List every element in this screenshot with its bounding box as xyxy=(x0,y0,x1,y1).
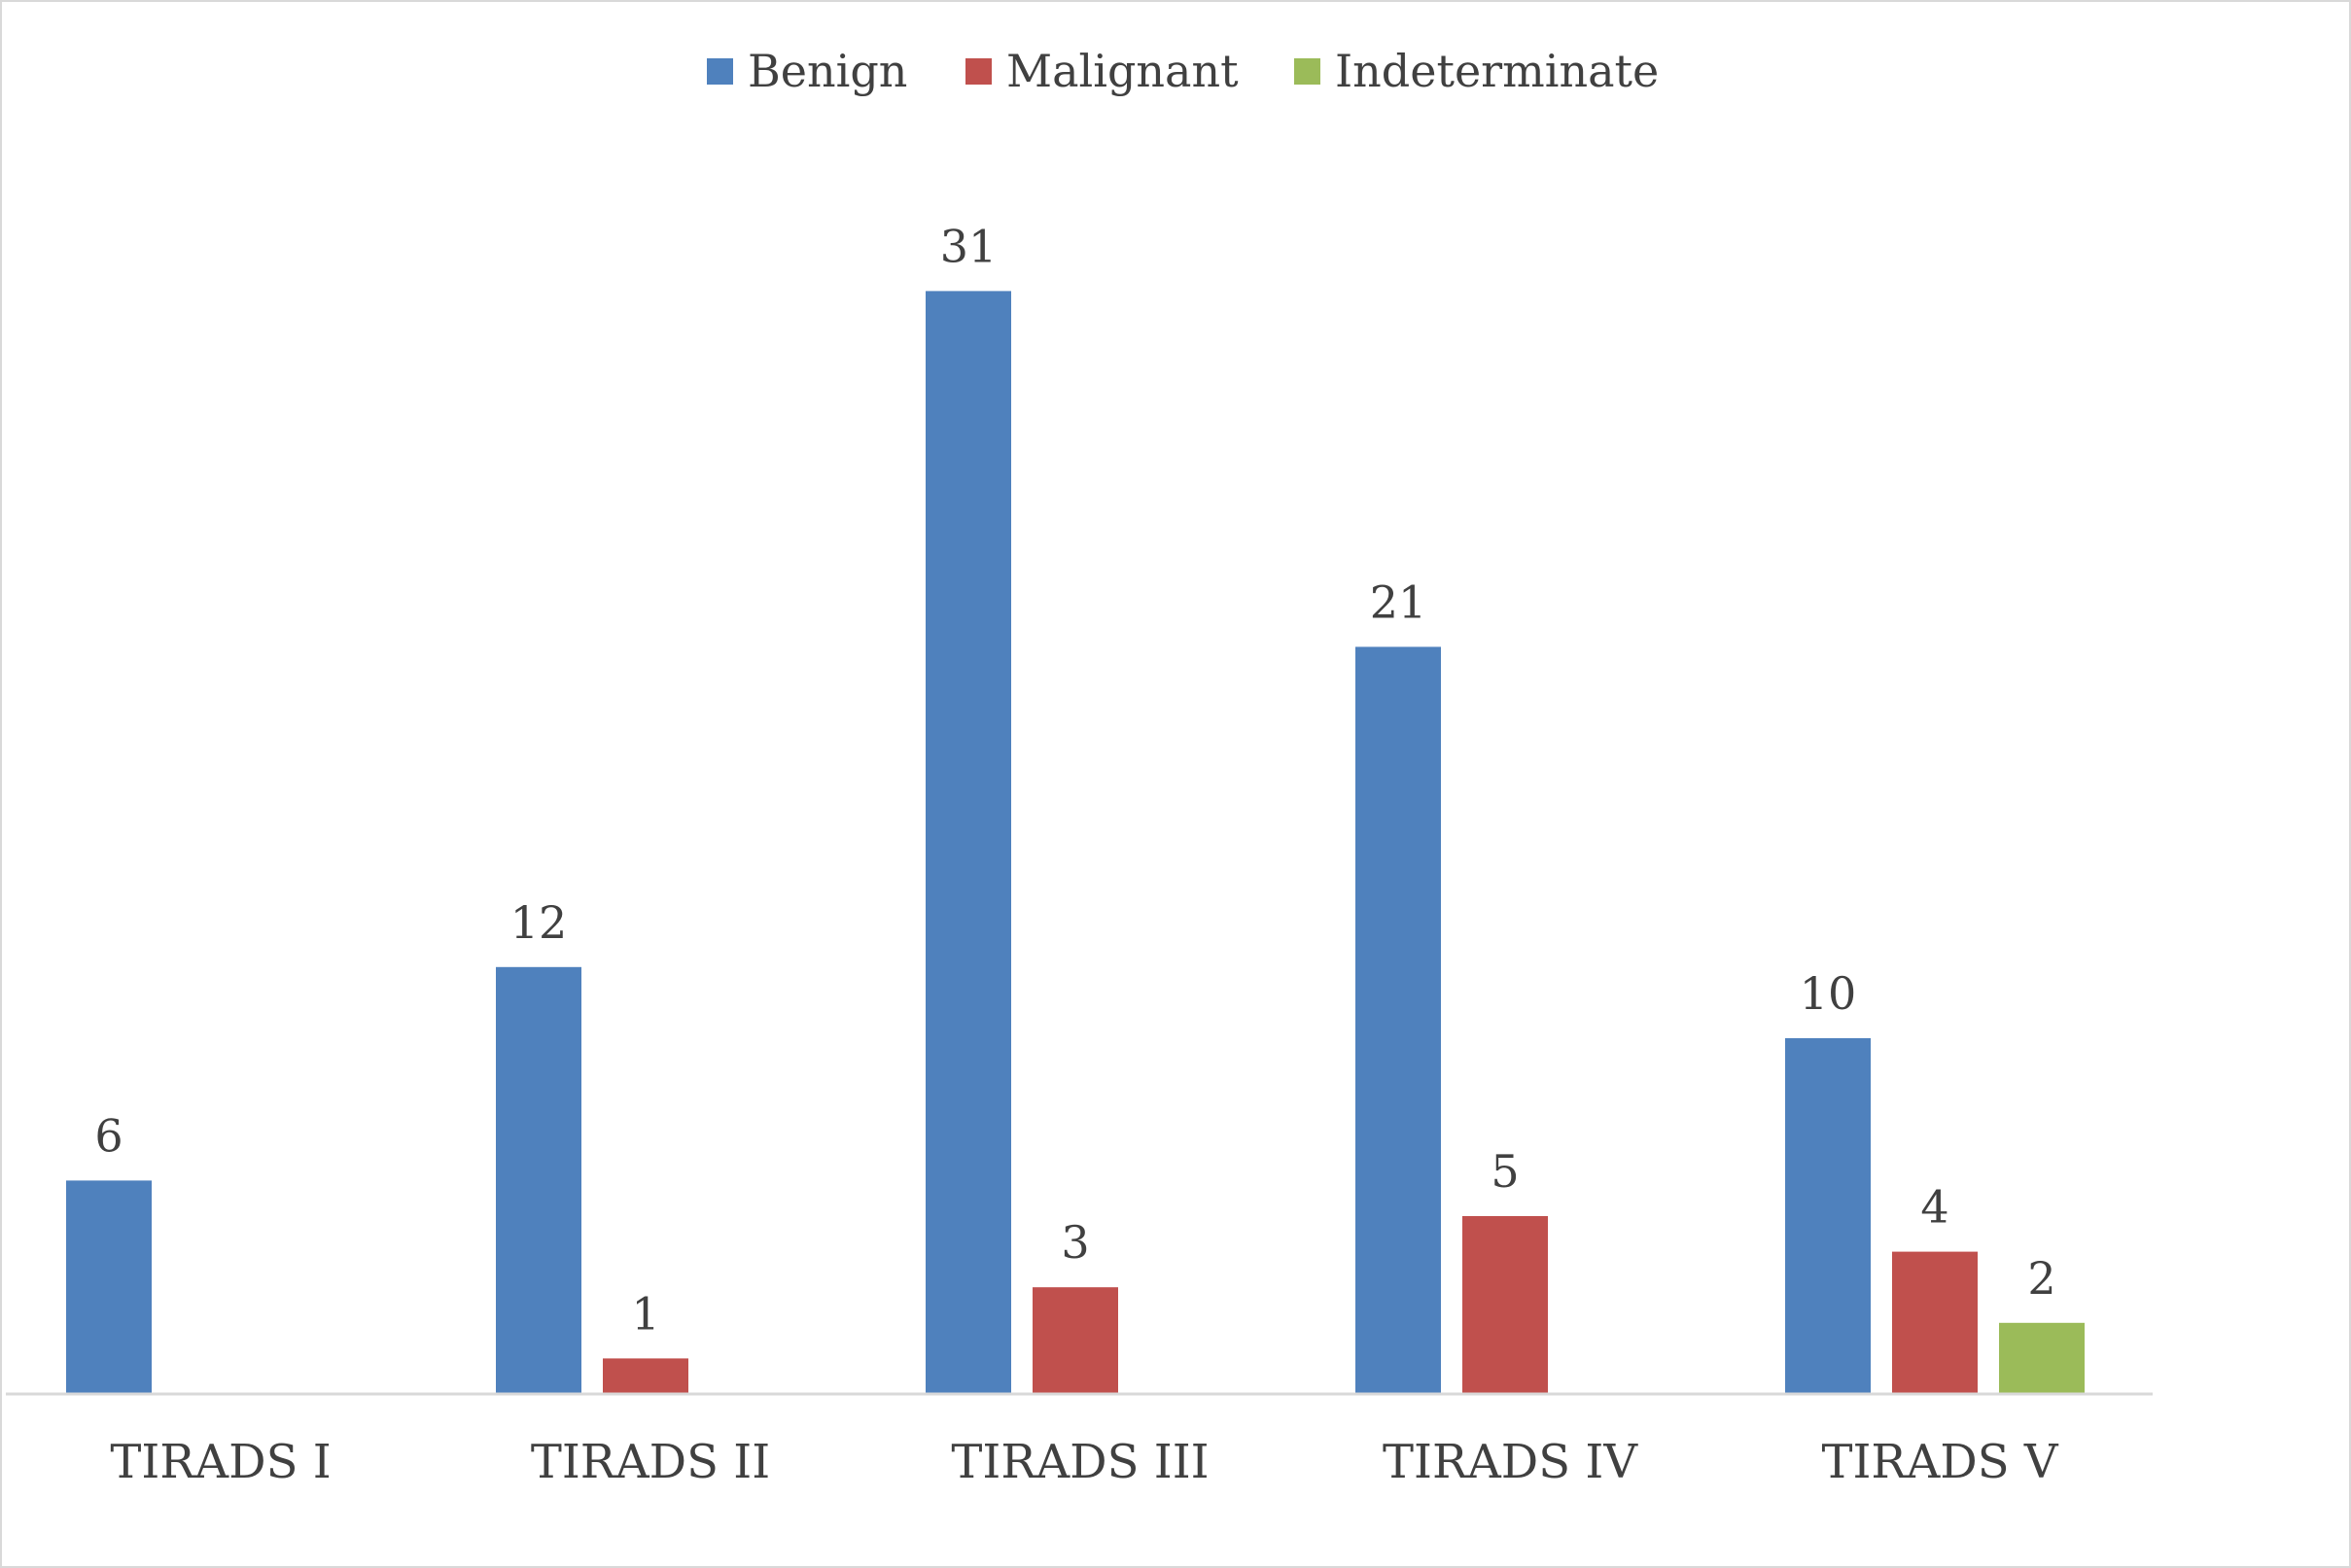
bar-malignant-tirads-iii xyxy=(1033,1287,1118,1394)
legend-label-malignant: Malignant xyxy=(1006,45,1239,97)
legend-label-indeterminate: Indeterminate xyxy=(1335,45,1659,97)
bar-benign-tirads-v xyxy=(1785,1038,1871,1394)
legend: Benign Malignant Indeterminate xyxy=(707,45,1659,97)
bar-indeterminate-tirads-v xyxy=(1999,1322,2085,1394)
bar-benign-tirads-i xyxy=(66,1180,152,1394)
x-tick-label-tirads-i: TIRADS I xyxy=(110,1435,331,1489)
x-tick-label-tirads-iii: TIRADS III xyxy=(951,1435,1209,1489)
bar-malignant-tirads-v xyxy=(1892,1251,1978,1394)
data-label-benign-tirads-v: 10 xyxy=(1800,967,1857,1020)
data-label-indeterminate-tirads-v: 2 xyxy=(2027,1252,2055,1305)
legend-swatch-malignant xyxy=(965,58,992,85)
bar-malignant-tirads-iv xyxy=(1462,1216,1548,1394)
x-axis-tick-labels: TIRADS I TIRADS II TIRADS III TIRADS IV TIRA… xyxy=(110,1435,2059,1489)
data-labels: 6 12 1 31 3 21 5 10 4 2 xyxy=(94,220,2055,1340)
data-label-benign-tirads-iv: 21 xyxy=(1370,575,1427,628)
legend-swatch-indeterminate xyxy=(1294,58,1320,85)
bar-benign-tirads-ii xyxy=(496,966,581,1394)
data-label-malignant-tirads-iii: 3 xyxy=(1061,1216,1089,1269)
bars xyxy=(66,291,2085,1394)
data-label-benign-tirads-i: 6 xyxy=(94,1109,123,1162)
bar-benign-tirads-iv xyxy=(1355,646,1441,1394)
legend-label-benign: Benign xyxy=(748,45,907,97)
x-tick-label-tirads-iv: TIRADS IV xyxy=(1383,1435,1638,1489)
bar-malignant-tirads-ii xyxy=(603,1358,688,1394)
x-tick-label-tirads-v: TIRADS V xyxy=(1821,1435,2058,1489)
bar-benign-tirads-iii xyxy=(926,291,1011,1394)
x-tick-label-tirads-ii: TIRADS II xyxy=(531,1435,770,1489)
data-label-benign-tirads-ii: 12 xyxy=(510,896,568,949)
data-label-malignant-tirads-v: 4 xyxy=(1920,1181,1948,1234)
data-label-malignant-tirads-ii: 1 xyxy=(631,1287,659,1340)
data-label-benign-tirads-iii: 31 xyxy=(940,220,998,272)
data-label-malignant-tirads-iv: 5 xyxy=(1491,1145,1519,1198)
legend-swatch-benign xyxy=(707,58,733,85)
